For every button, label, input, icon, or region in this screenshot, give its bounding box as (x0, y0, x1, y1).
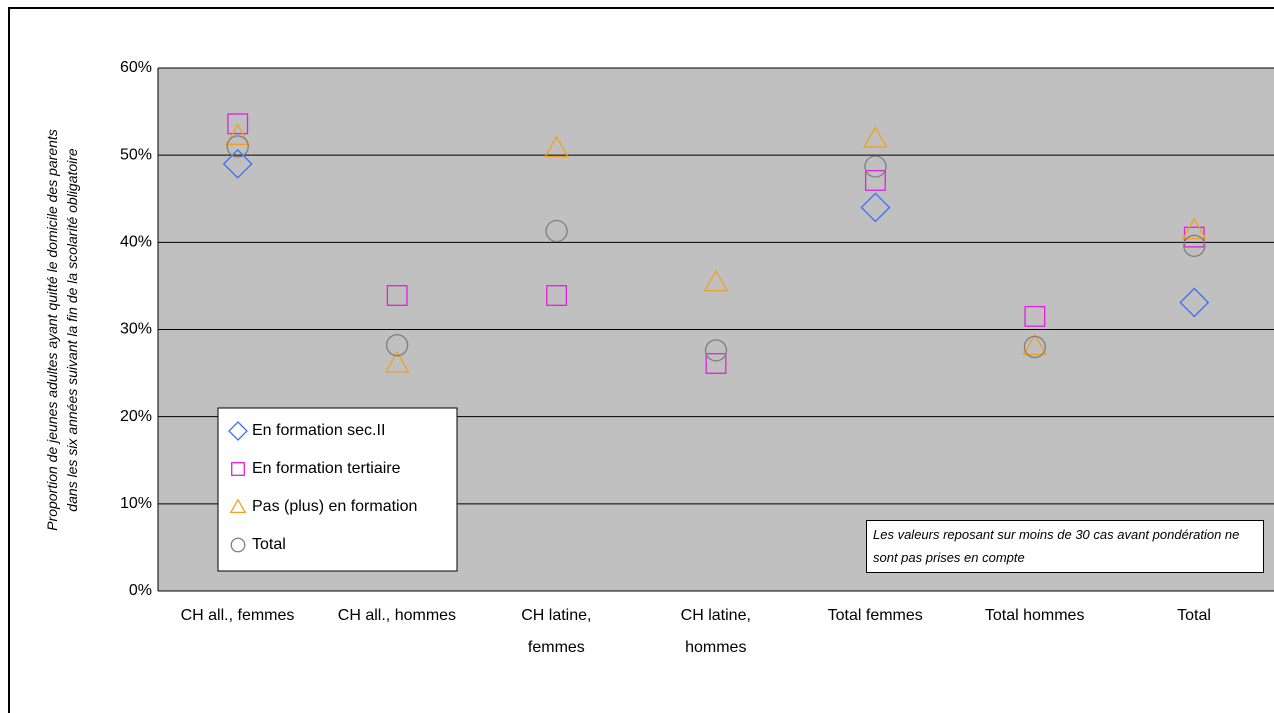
legend: En formation sec.II En formation tertiair… (217, 407, 458, 572)
point (227, 113, 249, 135)
x-tick-label: Total femmes (827, 607, 923, 624)
y-tick-label: 20% (120, 408, 152, 425)
point (229, 498, 247, 514)
point (864, 169, 886, 191)
point (545, 219, 568, 243)
point (860, 192, 891, 223)
point (864, 155, 887, 178)
y-tick-label: 0% (129, 582, 152, 599)
point (231, 462, 245, 476)
x-tick-label: Total hommes (984, 607, 1085, 624)
point (222, 148, 253, 179)
point (228, 421, 248, 441)
point (386, 285, 408, 306)
x-tick-label: CH all., femmes (180, 607, 295, 624)
point (546, 285, 568, 306)
point (1183, 234, 1206, 257)
point (1023, 335, 1047, 359)
legend-label: Total (252, 536, 286, 553)
point (230, 537, 246, 553)
y-tick-label: 60% (120, 59, 152, 76)
point (705, 353, 727, 374)
y-tick-label: 50% (120, 146, 152, 163)
legend-box (217, 407, 458, 572)
point (1181, 217, 1207, 240)
x-tick-label: Total (1177, 607, 1211, 624)
x-tick-label: CH latine, hommes (680, 607, 751, 656)
point (703, 269, 729, 292)
point (384, 350, 410, 373)
note: Les valeurs reposant sur moins de 30 cas… (866, 520, 1264, 573)
y-tick-label: 10% (120, 495, 152, 512)
y-axis-title: Proportion de jeunes adultes ayant quitt… (44, 129, 80, 531)
y-tick-label: 40% (120, 234, 152, 251)
point (1179, 287, 1210, 318)
point (704, 339, 728, 362)
point (225, 123, 251, 146)
x-tick-label: CH latine, femmes (521, 607, 592, 656)
point (1024, 305, 1046, 327)
point (1022, 333, 1048, 356)
point (385, 334, 409, 357)
x-tick-label: CH all., hommes (337, 607, 457, 624)
legend-label: En formation tertiaire (252, 460, 401, 477)
legend-label: En formation sec.II (252, 422, 385, 439)
y-tick-label: 30% (120, 321, 152, 338)
point (863, 126, 888, 148)
point (544, 135, 569, 158)
legend-label: Pas (plus) en formation (252, 498, 417, 515)
point (226, 135, 249, 158)
